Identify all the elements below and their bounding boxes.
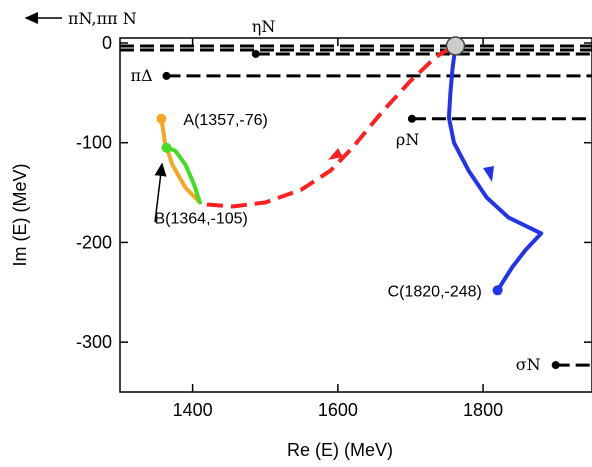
y-tick-label-3: -300 (76, 332, 112, 352)
top-left-note: πN,ππ N (68, 9, 137, 28)
threshold-label-1: πΔ (130, 66, 152, 85)
threshold-label-2: ρN (396, 130, 419, 149)
y-tick-label-2: -200 (76, 232, 112, 252)
pole-label-3: C(1820,-248) (388, 283, 482, 300)
threshold-label-3: σN (516, 355, 541, 374)
y-tick-label-0: 0 (102, 33, 112, 53)
plot-frame (119, 37, 592, 393)
trajectory-curve-1 (159, 116, 202, 205)
threshold-label-0: ηN (252, 17, 276, 36)
pole-label-2: B(1364,-105) (154, 211, 247, 228)
y-axis-title: Im (E) (MeV) (10, 164, 30, 267)
threshold-dot-3 (551, 361, 560, 370)
trajectory-curve-0 (199, 46, 452, 209)
pole-marker-1 (156, 113, 167, 124)
pole-marker-0 (445, 36, 466, 56)
threshold-dot-1 (162, 71, 171, 80)
x-tick-label-0: 1400 (173, 400, 213, 420)
x-tick-label-2: 1800 (463, 400, 503, 420)
x-tick-label-1: 1600 (318, 400, 358, 420)
red-curve-arrow (328, 148, 343, 160)
trajectory-curve-2 (164, 145, 202, 205)
threshold-dot-2 (407, 114, 416, 123)
x-axis-title: Re (E) (MeV) (287, 440, 393, 460)
blue-curve-arrow (483, 166, 494, 182)
annotation-arrow-b (154, 162, 167, 223)
trajectory-curve-3 (446, 44, 544, 293)
pole-marker-2 (161, 142, 172, 153)
threshold-dot-0 (251, 49, 260, 58)
y-tick-label-1: -100 (76, 133, 112, 153)
pole-label-1: A(1357,-76) (183, 112, 267, 129)
pole-marker-3 (492, 285, 503, 296)
